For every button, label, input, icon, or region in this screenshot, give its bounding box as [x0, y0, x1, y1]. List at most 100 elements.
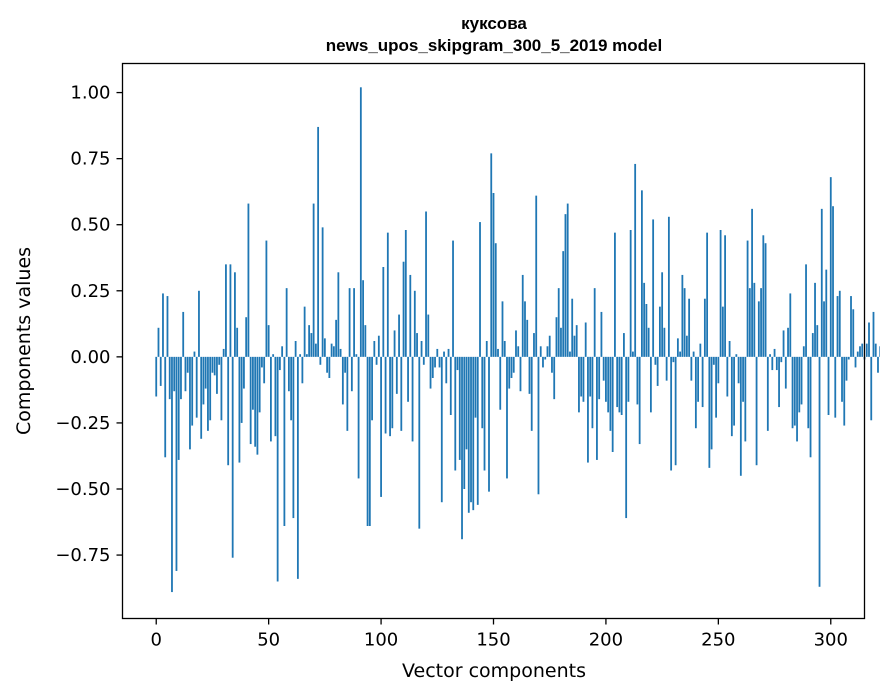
bar-246 [708, 356, 711, 468]
bar-310 [852, 309, 855, 357]
bar-290 [807, 356, 810, 429]
bar-69 [310, 333, 313, 357]
y-axis-label: Components values [13, 247, 35, 435]
bar-250 [717, 356, 720, 384]
x-tick-label: 0 [151, 630, 162, 651]
bar-186 [573, 335, 576, 357]
bar-317 [868, 322, 870, 357]
bar-174 [546, 346, 549, 357]
bar-38 [240, 356, 243, 423]
bar-240 [694, 356, 697, 429]
bar-155 [503, 341, 506, 357]
bar-213 [634, 163, 637, 357]
bar-46 [258, 356, 261, 413]
bar-274 [771, 356, 774, 371]
bar-40 [245, 317, 248, 357]
bar-301 [832, 206, 834, 357]
bar-142 [474, 356, 477, 418]
bar-112 [407, 356, 409, 402]
bar-286 [798, 356, 801, 413]
bar-146 [483, 356, 486, 471]
bar-27 [216, 356, 218, 394]
bar-208 [623, 333, 625, 357]
bar-48 [263, 356, 266, 384]
y-tick-label: 0.00 [70, 347, 110, 368]
bar-71 [314, 343, 317, 357]
bar-121 [427, 314, 430, 357]
bar-183 [566, 203, 569, 357]
bar-65 [301, 356, 304, 384]
bar-116 [416, 333, 418, 357]
bar-87 [350, 356, 353, 392]
bar-184 [569, 351, 571, 357]
bar-204 [614, 232, 616, 357]
bar-262 [744, 356, 747, 442]
bar-180 [560, 327, 562, 357]
bar-173 [544, 356, 547, 360]
bar-24 [209, 356, 212, 421]
bar-288 [802, 346, 805, 357]
bar-101 [382, 267, 385, 357]
bar-278 [780, 356, 783, 363]
bar-92 [362, 280, 364, 357]
bar-149 [490, 153, 493, 357]
bar-291 [809, 356, 812, 458]
bar-33 [229, 264, 232, 357]
bar-2 [159, 356, 162, 386]
bar-68 [308, 325, 311, 357]
bar-91 [359, 87, 362, 357]
bar-113 [409, 274, 412, 357]
bar-229 [670, 356, 673, 471]
bar-296 [820, 208, 823, 357]
bar-119 [422, 356, 425, 365]
bar-132 [452, 240, 454, 357]
bar-267 [755, 356, 758, 466]
bar-114 [411, 356, 414, 442]
y-tick-label: −0.25 [55, 413, 110, 434]
x-tick-label: 200 [589, 630, 623, 651]
bar-251 [719, 230, 722, 357]
bar-10 [177, 356, 180, 460]
bar-280 [784, 356, 787, 389]
bar-161 [517, 346, 520, 357]
bar-17 [193, 351, 196, 357]
bar-185 [571, 298, 574, 357]
bar-261 [742, 356, 744, 402]
bar-289 [805, 264, 807, 357]
bar-35 [234, 272, 236, 357]
bar-150 [492, 193, 495, 357]
bar-192 [587, 356, 589, 463]
bar-62 [294, 341, 297, 357]
bar-22 [204, 356, 207, 389]
bar-86 [348, 288, 351, 357]
bar-242 [699, 343, 702, 357]
x-axis-label: Vector components [402, 660, 586, 682]
bar-236 [685, 335, 688, 357]
bar-73 [319, 356, 322, 365]
bar-97 [373, 341, 376, 357]
bar-58 [285, 288, 288, 357]
bar-219 [647, 327, 650, 357]
bar-99 [377, 335, 380, 357]
bar-189 [580, 356, 583, 397]
bar-125 [436, 348, 439, 357]
bar-255 [728, 341, 731, 357]
bar-169 [535, 195, 538, 357]
bar-61 [292, 356, 295, 519]
bar-88 [353, 288, 355, 357]
bar-128 [443, 351, 445, 357]
bar-130 [447, 348, 450, 357]
bar-66 [303, 306, 306, 357]
bar-233 [679, 351, 682, 357]
bar-243 [701, 356, 704, 408]
bar-83 [341, 356, 344, 405]
bar-144 [479, 222, 481, 357]
bar-21 [202, 356, 205, 405]
bar-3 [162, 293, 164, 357]
bar-72 [317, 126, 320, 357]
bar-182 [564, 214, 567, 357]
bar-42 [249, 356, 252, 445]
bar-210 [627, 356, 630, 402]
bar-217 [643, 282, 646, 357]
bar-104 [389, 356, 391, 437]
